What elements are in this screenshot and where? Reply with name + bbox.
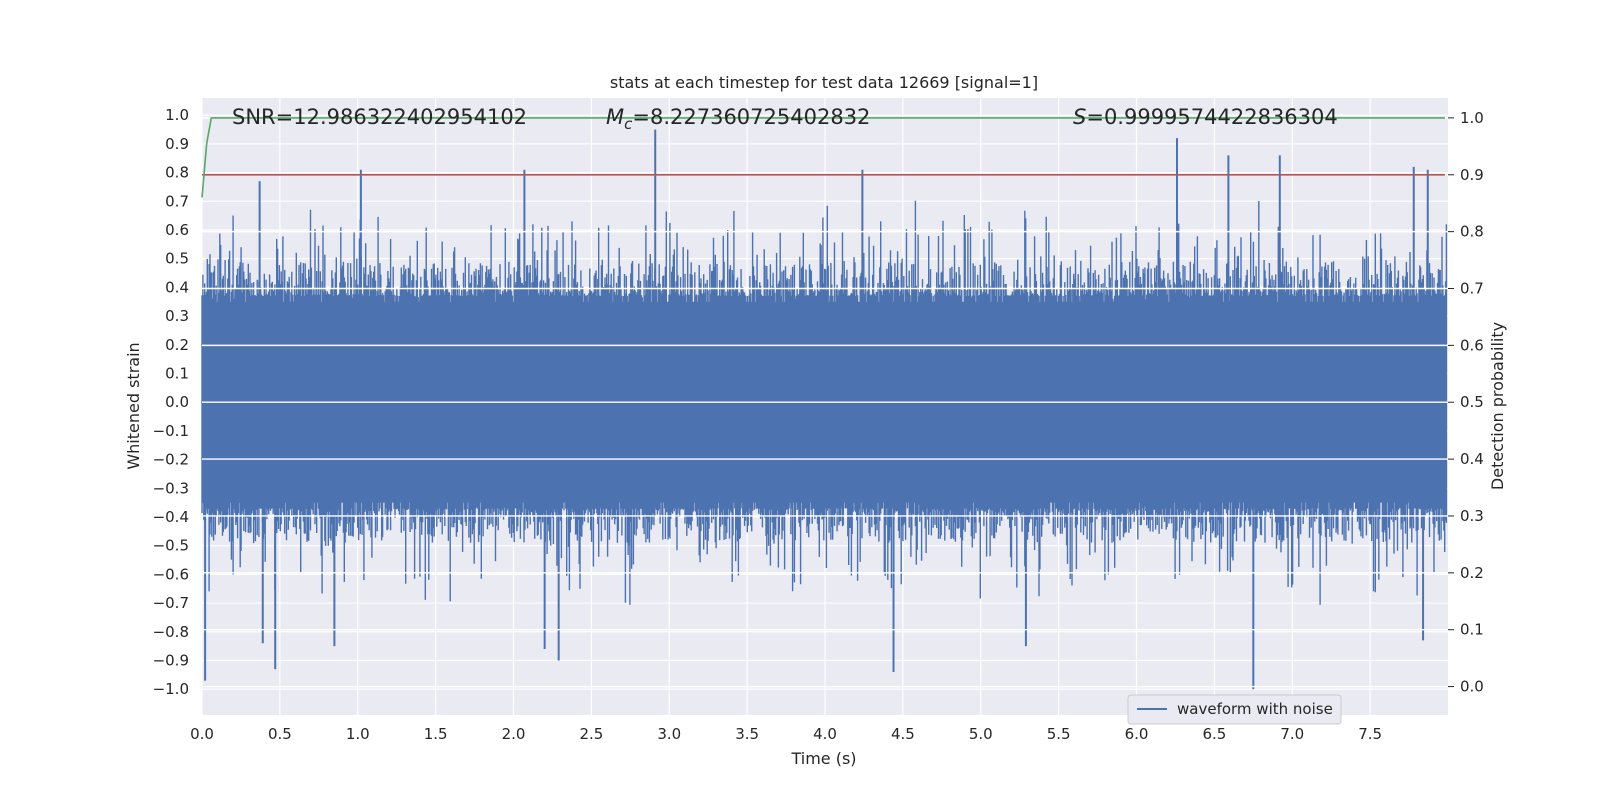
y-left-tick-label: 0.5 xyxy=(165,250,189,268)
y-right-tick-label: 1.0 xyxy=(1460,109,1484,127)
legend-box xyxy=(1127,694,1342,725)
x-tick-label: 1.5 xyxy=(424,725,448,743)
y-left-tick-label: −0.2 xyxy=(153,451,189,469)
chirp-mass-subscript: c xyxy=(624,115,633,133)
y-left-tick-label: 0.2 xyxy=(165,336,189,354)
x-tick-label: 7.5 xyxy=(1358,725,1382,743)
snr-annotation: SNR=12.986322402954102 xyxy=(232,105,527,129)
score-annotation: S=0.9999574422836304 xyxy=(1073,105,1338,129)
x-tick-label: 0.5 xyxy=(268,725,292,743)
y-left-tick-label: 0.7 xyxy=(165,192,189,210)
y-left-tick-label: 0.8 xyxy=(165,164,189,182)
chirp-mass-value: =8.227360725402832 xyxy=(632,105,870,129)
x-axis-label: Time (s) xyxy=(790,749,856,768)
waveform-trace xyxy=(201,200,1448,605)
y-left-tick-label: −0.4 xyxy=(153,508,189,526)
y-right-tick-label: 0.5 xyxy=(1460,393,1484,411)
y-left-tick-label: −0.9 xyxy=(153,651,189,669)
y-left-tick-label: 0.0 xyxy=(165,393,189,411)
chirp-mass-annotation: Mc=8.227360725402832 xyxy=(606,105,870,133)
probability-series xyxy=(201,117,1445,198)
y-right-tick-label: 0.4 xyxy=(1460,450,1484,468)
x-tick-label: 2.0 xyxy=(502,725,526,743)
x-tick-label: 7.0 xyxy=(1280,725,1304,743)
x-tick-label: 6.5 xyxy=(1202,725,1226,743)
x-tick-label: 5.5 xyxy=(1047,725,1071,743)
x-tick-label: 3.5 xyxy=(735,725,759,743)
y-left-tick-label: 0.6 xyxy=(165,221,189,239)
y-left-tick-label: 0.3 xyxy=(165,307,189,325)
chirp-mass-symbol: M xyxy=(606,105,624,129)
y-right-tick-label: 0.2 xyxy=(1460,564,1484,582)
y-left-tick-label: −0.6 xyxy=(153,565,189,583)
y-right-tick-label: 0.3 xyxy=(1460,507,1484,525)
y-left-tick-label: −0.7 xyxy=(153,594,189,612)
x-tick-label: 6.0 xyxy=(1125,725,1149,743)
x-tick-label: 4.0 xyxy=(813,725,837,743)
x-tick-label: 0.0 xyxy=(190,725,214,743)
x-tick-label: 1.0 xyxy=(346,725,370,743)
x-tick-label: 4.5 xyxy=(891,725,915,743)
legend: waveform with noise xyxy=(1127,694,1342,725)
x-tick-label: 5.0 xyxy=(969,725,993,743)
tick-label-layer: 0.0 0.5 1.0 1.5 2.0 2.5 3.0 3.5 4.0 4.5 5.0 5.5 6.0 6… xyxy=(153,106,1484,743)
y-right-tick-label: 0.9 xyxy=(1460,166,1484,184)
y-axis-label-right: Detection probability xyxy=(1488,322,1507,490)
y-left-tick-label: 1.0 xyxy=(165,106,189,124)
x-tick-label: 2.5 xyxy=(579,725,603,743)
y-right-tick-label: 0.1 xyxy=(1460,621,1484,639)
y-right-tick-label: 0.7 xyxy=(1460,280,1484,298)
y-left-tick-label: −0.8 xyxy=(153,623,189,641)
y-axis-label-left: Whitened strain xyxy=(124,342,143,469)
y-right-tick-label: 0.0 xyxy=(1460,678,1484,696)
y-left-tick-label: −0.3 xyxy=(153,479,189,497)
y-left-tick-label: 0.4 xyxy=(165,278,189,296)
y-right-tick-label: 0.6 xyxy=(1460,336,1484,354)
score-symbol: S xyxy=(1073,105,1086,129)
x-tick-label: 3.0 xyxy=(657,725,681,743)
y-left-tick-label: 0.1 xyxy=(165,364,189,382)
y-right-tick-label: 0.8 xyxy=(1460,223,1484,241)
y-left-tick-label: −0.1 xyxy=(153,422,189,440)
y-left-tick-label: 0.9 xyxy=(165,135,189,153)
y-left-tick-label: −0.5 xyxy=(153,537,189,555)
chart-title: stats at each timestep for test data 126… xyxy=(610,73,1038,92)
detection-probability-line xyxy=(201,117,1445,198)
y-left-tick-label: −1.0 xyxy=(153,680,189,698)
legend-label-waveform: waveform with noise xyxy=(1177,700,1333,718)
score-value: =0.9999574422836304 xyxy=(1086,105,1337,129)
